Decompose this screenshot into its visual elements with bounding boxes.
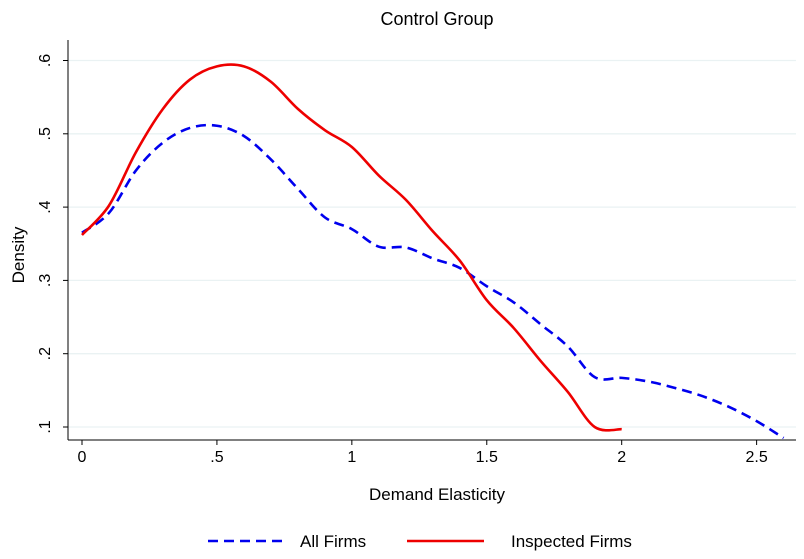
legend-label-1: All Firms bbox=[300, 532, 366, 551]
x-axis-title: Demand Elasticity bbox=[369, 485, 506, 504]
tick-labels: .1 .2 .3 .4 .5 .6 0 .5 1 1.5 2 2.5 bbox=[37, 54, 768, 466]
y-axis-title: Density bbox=[9, 226, 28, 283]
y-tick-label: .6 bbox=[37, 54, 54, 67]
x-tick-label: 1.5 bbox=[476, 449, 498, 466]
x-tick-label: .5 bbox=[210, 449, 223, 466]
x-tick-label: 2.5 bbox=[745, 449, 767, 466]
chart-title: Control Group bbox=[380, 9, 493, 29]
y-tick-label: .2 bbox=[37, 347, 54, 360]
y-tick-label: .3 bbox=[37, 274, 54, 287]
grid-lines bbox=[68, 59, 796, 428]
series-line-inspected-firms bbox=[81, 63, 622, 432]
series-lines bbox=[81, 63, 785, 440]
axes bbox=[67, 40, 796, 441]
series-line-all-firms bbox=[81, 123, 785, 440]
x-tick-label: 1 bbox=[347, 449, 356, 466]
legend: All Firms Inspected Firms bbox=[208, 532, 632, 551]
x-tick-label: 0 bbox=[78, 449, 87, 466]
x-tick-label: 2 bbox=[617, 449, 626, 466]
y-tick-label: .1 bbox=[37, 420, 54, 433]
y-tick-label: .5 bbox=[37, 127, 54, 140]
legend-label-2: Inspected Firms bbox=[511, 532, 632, 551]
y-tick-label: .4 bbox=[37, 200, 54, 213]
